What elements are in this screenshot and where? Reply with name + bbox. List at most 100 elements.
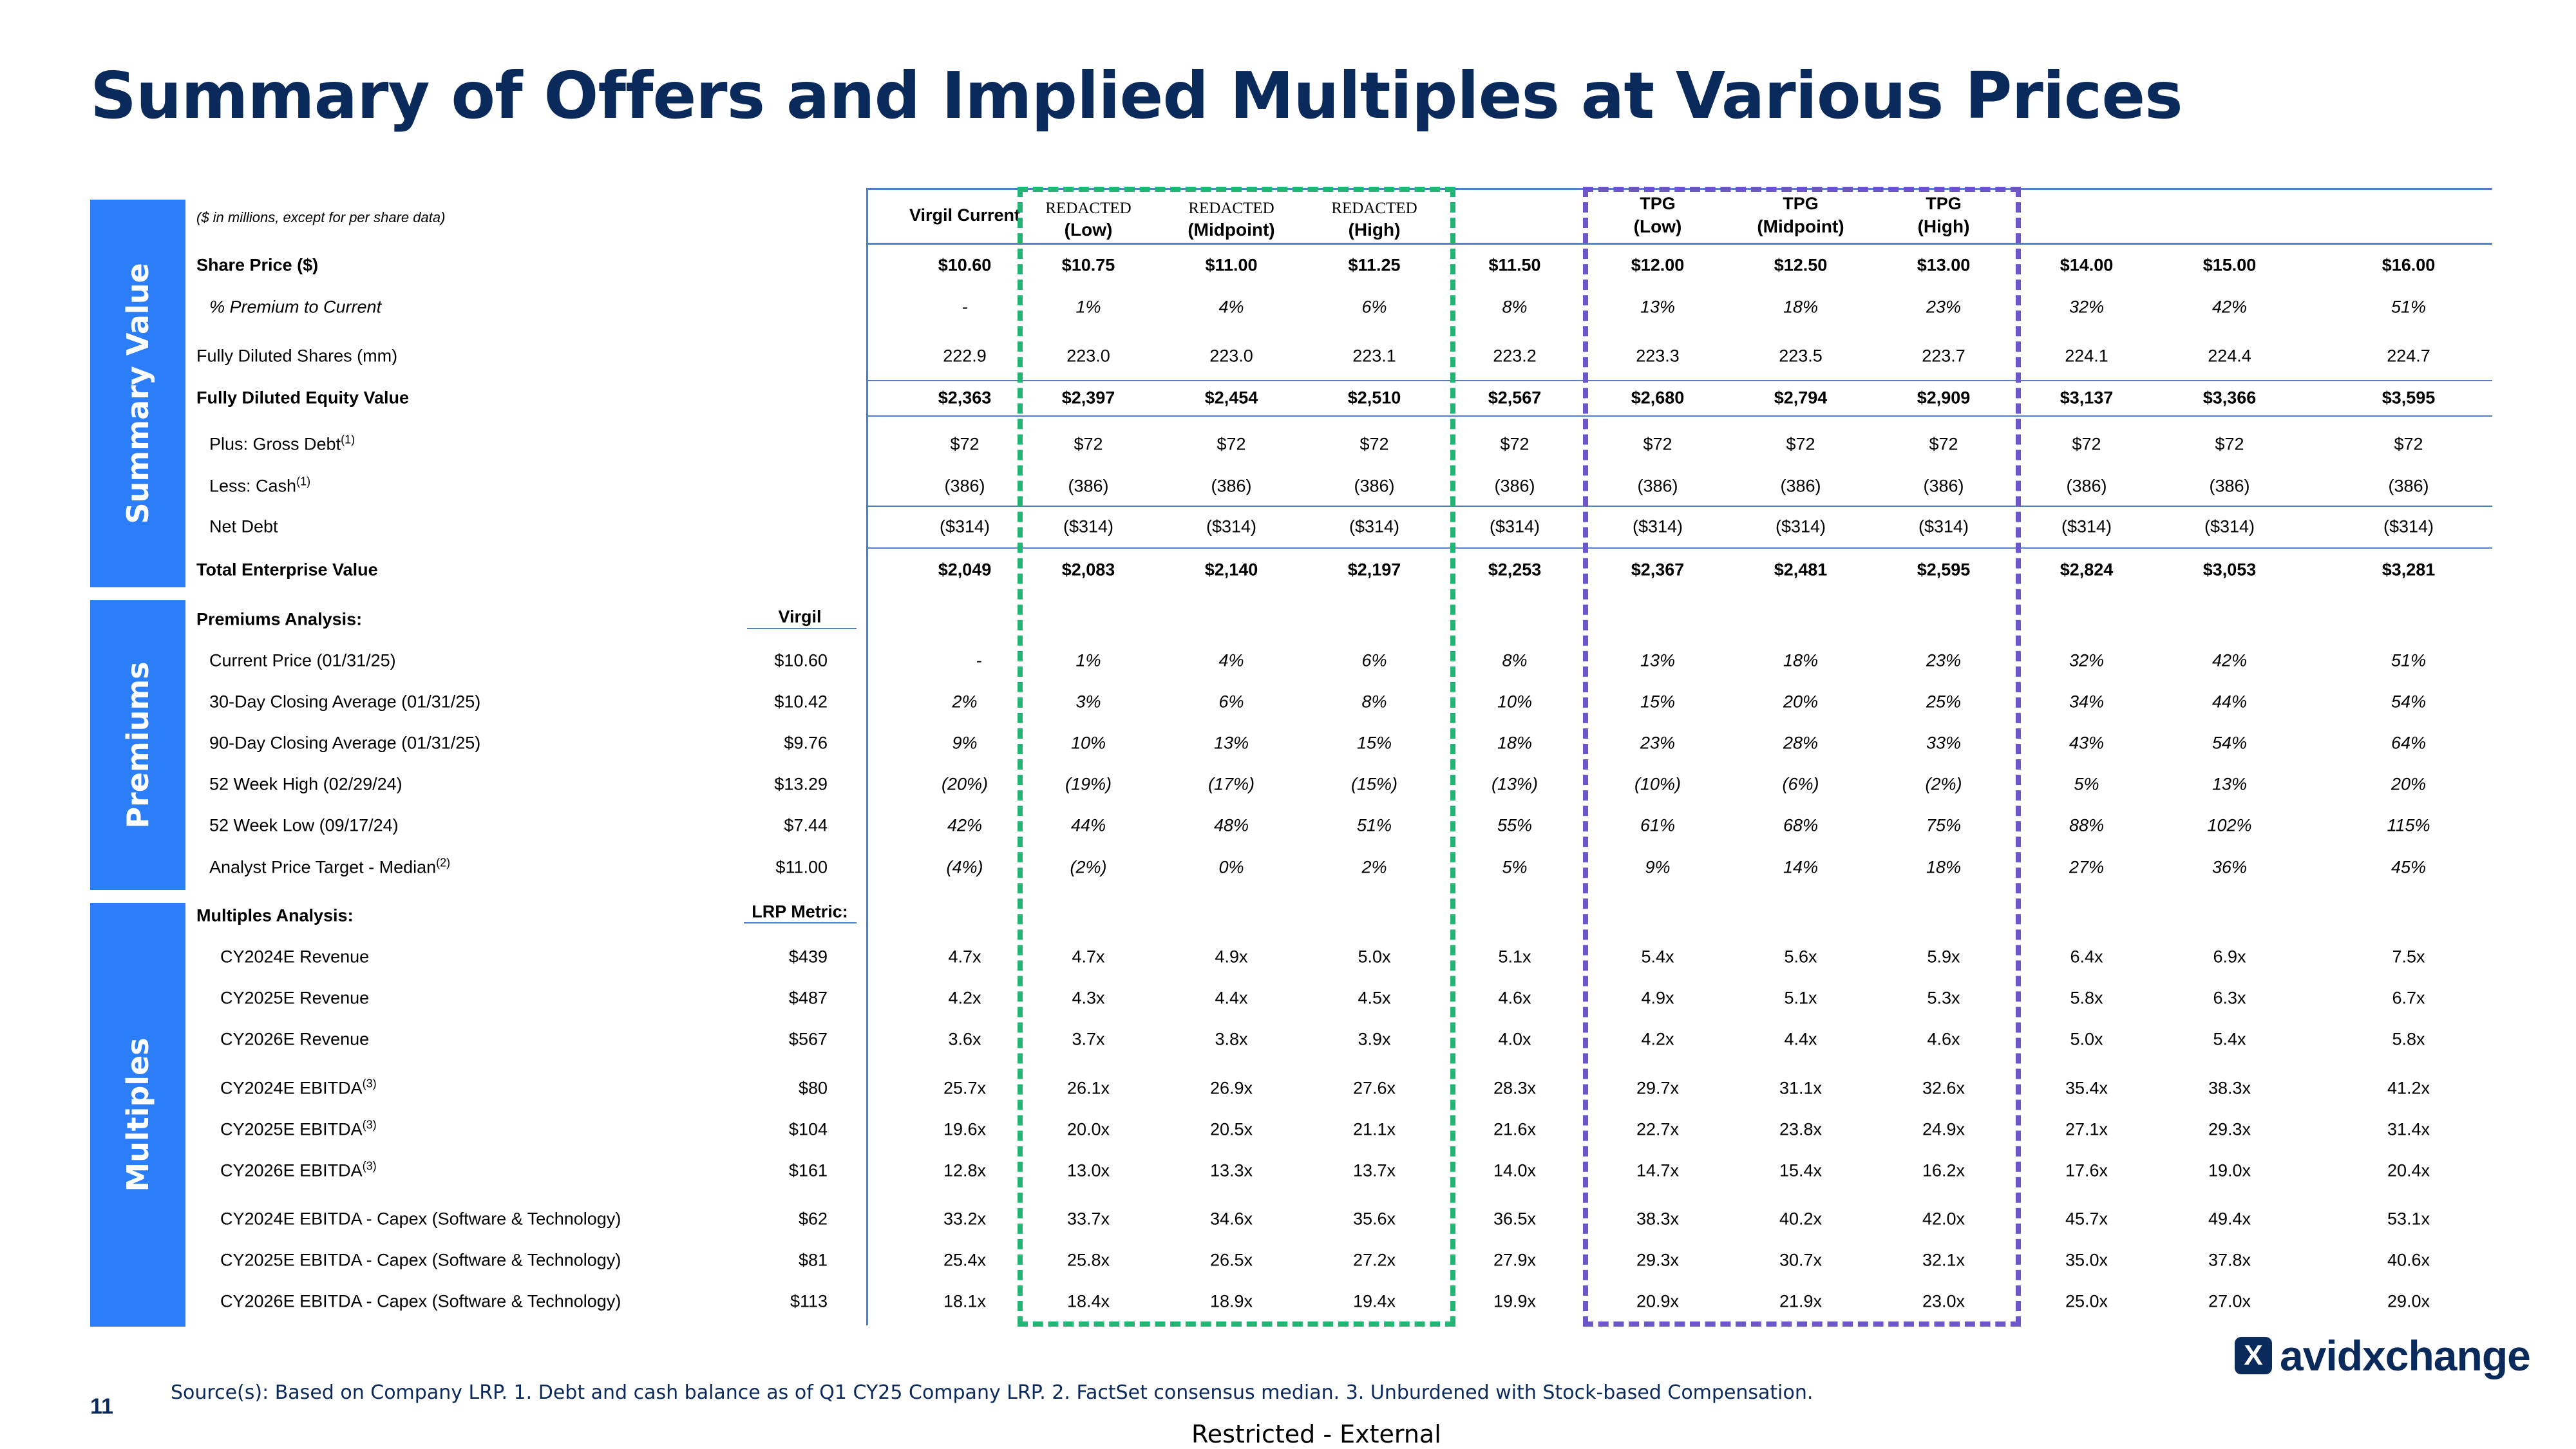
column-header-line2: (High) <box>1917 216 1970 236</box>
table-cell: (13%) <box>1491 774 1539 794</box>
units-note: ($ in millions, except for per share dat… <box>196 209 446 225</box>
row-label-text: Analyst Price Target - Median <box>209 857 437 877</box>
table-cell: $2,454 <box>1204 388 1258 408</box>
table-cell: ($314) <box>939 516 990 536</box>
table-cell: 55% <box>1497 815 1533 835</box>
table-cell: 223.0 <box>1066 346 1110 366</box>
row-label-text: CY2024E EBITDA - Capex (Software & Techn… <box>220 1209 621 1229</box>
table-cell: 53.1x <box>2387 1209 2430 1229</box>
row-label-text: Total Enterprise Value <box>196 560 378 580</box>
table-cell: 4% <box>1218 650 1244 670</box>
table-cell: $72 <box>2072 434 2101 454</box>
table-cell: 10% <box>1497 692 1533 712</box>
table-cell: 15% <box>1356 733 1392 753</box>
row-label: 30-Day Closing Average (01/31/25) <box>209 693 480 711</box>
table-cell: 4.4x <box>1215 988 1248 1008</box>
table-cell: 6.7x <box>2392 988 2425 1008</box>
table-cell: $2,140 <box>1204 560 1258 580</box>
table-cell: (386) <box>1068 476 1109 496</box>
row-label-text: 52 Week High (02/29/24) <box>209 774 402 794</box>
row-label: CY2026E EBITDA(3) <box>220 1160 377 1180</box>
table-cell: $3,366 <box>2202 388 2257 408</box>
footnote-ref: (3) <box>362 1077 377 1090</box>
table-cell: 1% <box>1075 297 1101 317</box>
table-cell: 20% <box>1783 692 1819 712</box>
table-cell: 2% <box>952 692 978 712</box>
row-label: Total Enterprise Value <box>196 560 378 580</box>
table-cell: 42.0x <box>1922 1209 1965 1229</box>
row-label-text: CY2026E EBITDA - Capex (Software & Techn… <box>220 1291 621 1311</box>
table-cell: 45% <box>2391 857 2427 877</box>
column-header: REDACTED (High) <box>1331 198 1417 241</box>
row-label: 52 Week Low (09/17/24) <box>209 817 399 835</box>
table-cell: 44% <box>1070 815 1106 835</box>
table-cell: 34.6x <box>1209 1209 1253 1229</box>
table-cell: 27% <box>2069 857 2105 877</box>
source-footnote: Source(s): Based on Company LRP. 1. Debt… <box>171 1381 1814 1404</box>
row-label: CY2024E EBITDA(3) <box>220 1077 377 1097</box>
table-cell: $2,083 <box>1061 560 1115 580</box>
table-cell: $72 <box>2394 434 2423 454</box>
table-cell: 29.3x <box>1636 1250 1680 1270</box>
table-cell: 15.4x <box>1779 1160 1823 1180</box>
table-cell: 18.1x <box>943 1291 987 1311</box>
table-cell: 4.6x <box>1927 1029 1960 1049</box>
table-cell: 1% <box>1075 650 1101 670</box>
table-cell: ($314) <box>1489 516 1540 536</box>
table-cell: 224.7 <box>2387 346 2430 366</box>
row-label-text: CY2025E EBITDA <box>220 1119 363 1139</box>
table-cell: 5.4x <box>1641 947 1674 967</box>
metric-header: LRP Metric: <box>752 902 848 922</box>
table-cell: $10.75 <box>1061 255 1115 275</box>
table-cell: 5.8x <box>2070 988 2103 1008</box>
table-cell: (20%) <box>941 774 989 794</box>
slide-title: Summary of Offers and Implied Multiples … <box>90 58 2183 133</box>
table-cell: 13% <box>1213 733 1249 753</box>
table-cell: 28% <box>1783 733 1819 753</box>
column-header-line1: TPG <box>1783 194 1819 213</box>
table-cell: (386) <box>1923 476 1964 496</box>
table-cell: 48% <box>1213 815 1249 835</box>
table-cell: $2,595 <box>1917 560 1971 580</box>
table-cell: ($314) <box>2383 516 2434 536</box>
table-cell: $15.00 <box>2202 255 2257 275</box>
table-cell: 26.5x <box>1209 1250 1253 1270</box>
table-cell: $2,049 <box>938 560 992 580</box>
table-cell: 13% <box>1640 297 1676 317</box>
table-cell: 40.2x <box>1779 1209 1823 1229</box>
table-cell: 40.6x <box>2387 1250 2430 1270</box>
table-cell: 23% <box>1640 733 1676 753</box>
metric-value: $113 <box>790 1291 828 1311</box>
table-cell: 15% <box>1640 692 1676 712</box>
table-cell: 20.4x <box>2387 1160 2430 1180</box>
table-cell: 34% <box>2069 692 2105 712</box>
row-label: Plus: Gross Debt(1) <box>209 434 355 454</box>
table-cell: 20% <box>2391 774 2427 794</box>
table-cell: 25.4x <box>943 1250 987 1270</box>
table-cell: $11.50 <box>1488 255 1541 275</box>
table-cell: $2,824 <box>2060 560 2114 580</box>
table-cell: 22.7x <box>1636 1119 1680 1139</box>
table-cell: 5.6x <box>1784 947 1817 967</box>
column-header-line2: (Midpoint) <box>1757 216 1844 236</box>
table-cell: 25% <box>1926 692 1962 712</box>
table-cell: 75% <box>1926 815 1962 835</box>
table-cell: 33.2x <box>943 1209 987 1229</box>
table-cell: 7.5x <box>2392 947 2425 967</box>
table-cell: $2,510 <box>1347 388 1401 408</box>
table-cell: ($314) <box>1206 516 1257 536</box>
table-cell: 35.0x <box>2065 1250 2108 1270</box>
row-label-text: Plus: Gross Debt <box>209 434 341 454</box>
row-label: CY2025E EBITDA - Capex (Software & Techn… <box>220 1251 621 1269</box>
metric-value: $62 <box>798 1209 828 1229</box>
table-cell: 36.5x <box>1493 1209 1537 1229</box>
table-cell: 2% <box>1361 857 1387 877</box>
table-cell: $2,367 <box>1631 560 1685 580</box>
table-cell: 12.8x <box>943 1160 987 1180</box>
row-label-text: Share Price ($) <box>196 255 319 275</box>
table-cell: $72 <box>1500 434 1530 454</box>
table-cell: 4.9x <box>1641 988 1674 1008</box>
table-cell: 10% <box>1070 733 1106 753</box>
column-header: TPG (High) <box>1918 193 1970 238</box>
table-cell: 68% <box>1783 815 1819 835</box>
